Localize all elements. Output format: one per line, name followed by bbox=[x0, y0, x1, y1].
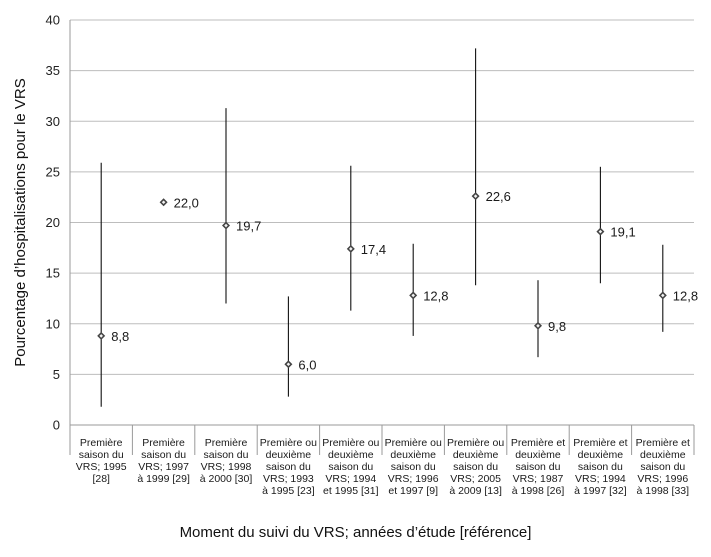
x-tick-label-line: saison du bbox=[390, 461, 436, 473]
y-tick-label: 5 bbox=[53, 367, 60, 382]
data-label: 22,6 bbox=[486, 189, 511, 204]
data-label: 17,4 bbox=[361, 242, 386, 257]
data-point-highlight bbox=[473, 194, 478, 198]
data-label: 12,8 bbox=[423, 288, 448, 303]
x-tick-label-line: VRS; 1993 bbox=[262, 473, 314, 485]
x-tick-label-line: VRS; 2005 bbox=[450, 473, 501, 485]
data-point-highlight bbox=[598, 229, 603, 234]
x-tick-label-line: Première bbox=[142, 437, 185, 449]
x-tick-label-line: VRS; 1996 bbox=[637, 473, 689, 485]
x-tick-label-line: à 2009 [13] bbox=[449, 485, 502, 497]
x-tick-label: Première et deuxième saison du VRS; 1987 à 1… bbox=[507, 437, 569, 497]
x-tick-label: Première saison du VRS; 1998 à 2000 [30] bbox=[195, 437, 257, 485]
y-tick-label: 10 bbox=[46, 316, 60, 331]
x-tick-label-line: saison du bbox=[453, 461, 499, 473]
data-label: 22,0 bbox=[174, 195, 199, 210]
data-label: 19,1 bbox=[610, 225, 635, 240]
x-tick-label-line: deuxième bbox=[640, 449, 686, 461]
data-point-highlight bbox=[161, 200, 166, 205]
x-tick-label: Première ou deuxième saison du VRS; 2005 à 2… bbox=[444, 437, 506, 497]
data-point-highlight bbox=[224, 223, 228, 228]
y-tick-label: 25 bbox=[46, 164, 60, 179]
x-tick-label: Première saison du VRS; 1997 à 1999 [29] bbox=[132, 437, 194, 485]
x-tick-label-line: Première et bbox=[573, 437, 628, 449]
x-tick-label-line: Première ou bbox=[384, 437, 442, 449]
x-tick-label-line: Première bbox=[79, 437, 123, 449]
data-label: 19,7 bbox=[236, 219, 261, 234]
x-tick-label: Première ou deuxième saison du VRS; 1993 à 1… bbox=[257, 437, 319, 497]
y-tick-label: 0 bbox=[53, 418, 60, 433]
x-tick-label-line: deuxième bbox=[390, 449, 436, 461]
x-tick-label-line: VRS; 1994 bbox=[574, 473, 626, 485]
x-tick-label-line: VRS; 1987 bbox=[512, 473, 564, 485]
x-tick-label-line: Première et bbox=[510, 437, 566, 449]
x-tick-label-line: à 1995 [23] bbox=[262, 485, 315, 497]
x-tick-label-line: deuxième bbox=[265, 449, 312, 461]
x-tick-label-line: deuxième bbox=[452, 449, 499, 461]
x-tick-label-line: à 1997 [32] bbox=[574, 485, 627, 497]
x-tick-label-line: à 1998 [33] bbox=[636, 485, 690, 497]
x-tick-label-line: Première ou bbox=[259, 437, 317, 449]
x-tick-label-line: VRS; 1996 bbox=[387, 473, 439, 485]
x-tick-label: Première ou deuxième saison du VRS; 1996 et … bbox=[382, 437, 444, 497]
data-point-highlight bbox=[536, 323, 540, 328]
x-tick-label-line: à 2000 [30] bbox=[199, 473, 253, 485]
y-tick-label: 35 bbox=[46, 63, 60, 78]
data-point-highlight bbox=[411, 293, 415, 298]
x-tick-label-line: saison du bbox=[640, 461, 686, 473]
x-tick-label-line: saison du bbox=[577, 461, 623, 473]
x-tick-label-line: Première et bbox=[635, 437, 690, 449]
x-tick-label-line: saison du bbox=[515, 461, 561, 473]
x-tick-label-line: et 1997 [9] bbox=[388, 485, 438, 497]
y-tick-label: 30 bbox=[46, 114, 60, 129]
x-tick-label-line: à 1999 [29] bbox=[137, 473, 190, 485]
x-tick-label-line: à 1998 [26] bbox=[511, 485, 565, 497]
y-tick-label: 20 bbox=[46, 215, 60, 230]
x-tick-label-line: Première ou bbox=[446, 437, 505, 449]
x-axis-label: Moment du suivi du VRS; années d’étude [… bbox=[179, 524, 532, 541]
x-tick-label-line: VRS; 1997 bbox=[138, 461, 189, 473]
y-tick-label: 15 bbox=[46, 266, 60, 281]
x-tick-label-line: saison du bbox=[265, 461, 311, 473]
data-point-highlight bbox=[661, 293, 665, 298]
x-tick-label-line: [28] bbox=[92, 473, 110, 485]
x-tick-label-line: VRS; 1998 bbox=[200, 461, 252, 473]
x-tick-label-line: Première bbox=[204, 437, 248, 449]
x-tick-label-line: saison du bbox=[78, 449, 124, 461]
x-tick-label-line: et 1995 [31] bbox=[323, 485, 379, 497]
y-tick-label: 40 bbox=[46, 13, 60, 28]
x-tick-label-line: VRS; 1994 bbox=[325, 473, 377, 485]
data-label: 6,0 bbox=[298, 357, 316, 372]
x-tick-label: Première saison du VRS; 1995 [28] bbox=[70, 437, 132, 485]
x-tick-label-line: deuxième bbox=[577, 449, 624, 461]
x-tick-label-line: saison du bbox=[203, 449, 249, 461]
x-tick-label-line: deuxième bbox=[515, 449, 561, 461]
x-tick-label: Première et deuxième saison du VRS; 1994 à 1… bbox=[569, 437, 631, 497]
x-tick-label-line: VRS; 1995 bbox=[75, 461, 127, 473]
data-point-highlight bbox=[349, 247, 353, 251]
x-tick-label: Première ou deuxième saison du VRS; 1994 et … bbox=[320, 437, 382, 497]
x-tick-label-line: deuxième bbox=[328, 449, 374, 461]
data-label: 9,8 bbox=[548, 319, 566, 334]
x-tick-label-line: Première ou bbox=[322, 437, 380, 449]
x-tick-label-line: saison du bbox=[328, 461, 374, 473]
y-axis-label: Pourcentage d’hospitalisations pour le V… bbox=[11, 78, 29, 367]
data-point-highlight bbox=[99, 334, 103, 338]
data-label: 8,8 bbox=[111, 329, 129, 344]
data-label: 12,8 bbox=[673, 288, 698, 303]
data-point-highlight bbox=[286, 362, 291, 367]
x-tick-label: Première et deuxième saison du VRS; 1996 à 1… bbox=[632, 437, 694, 497]
x-tick-label-line: saison du bbox=[141, 449, 187, 461]
